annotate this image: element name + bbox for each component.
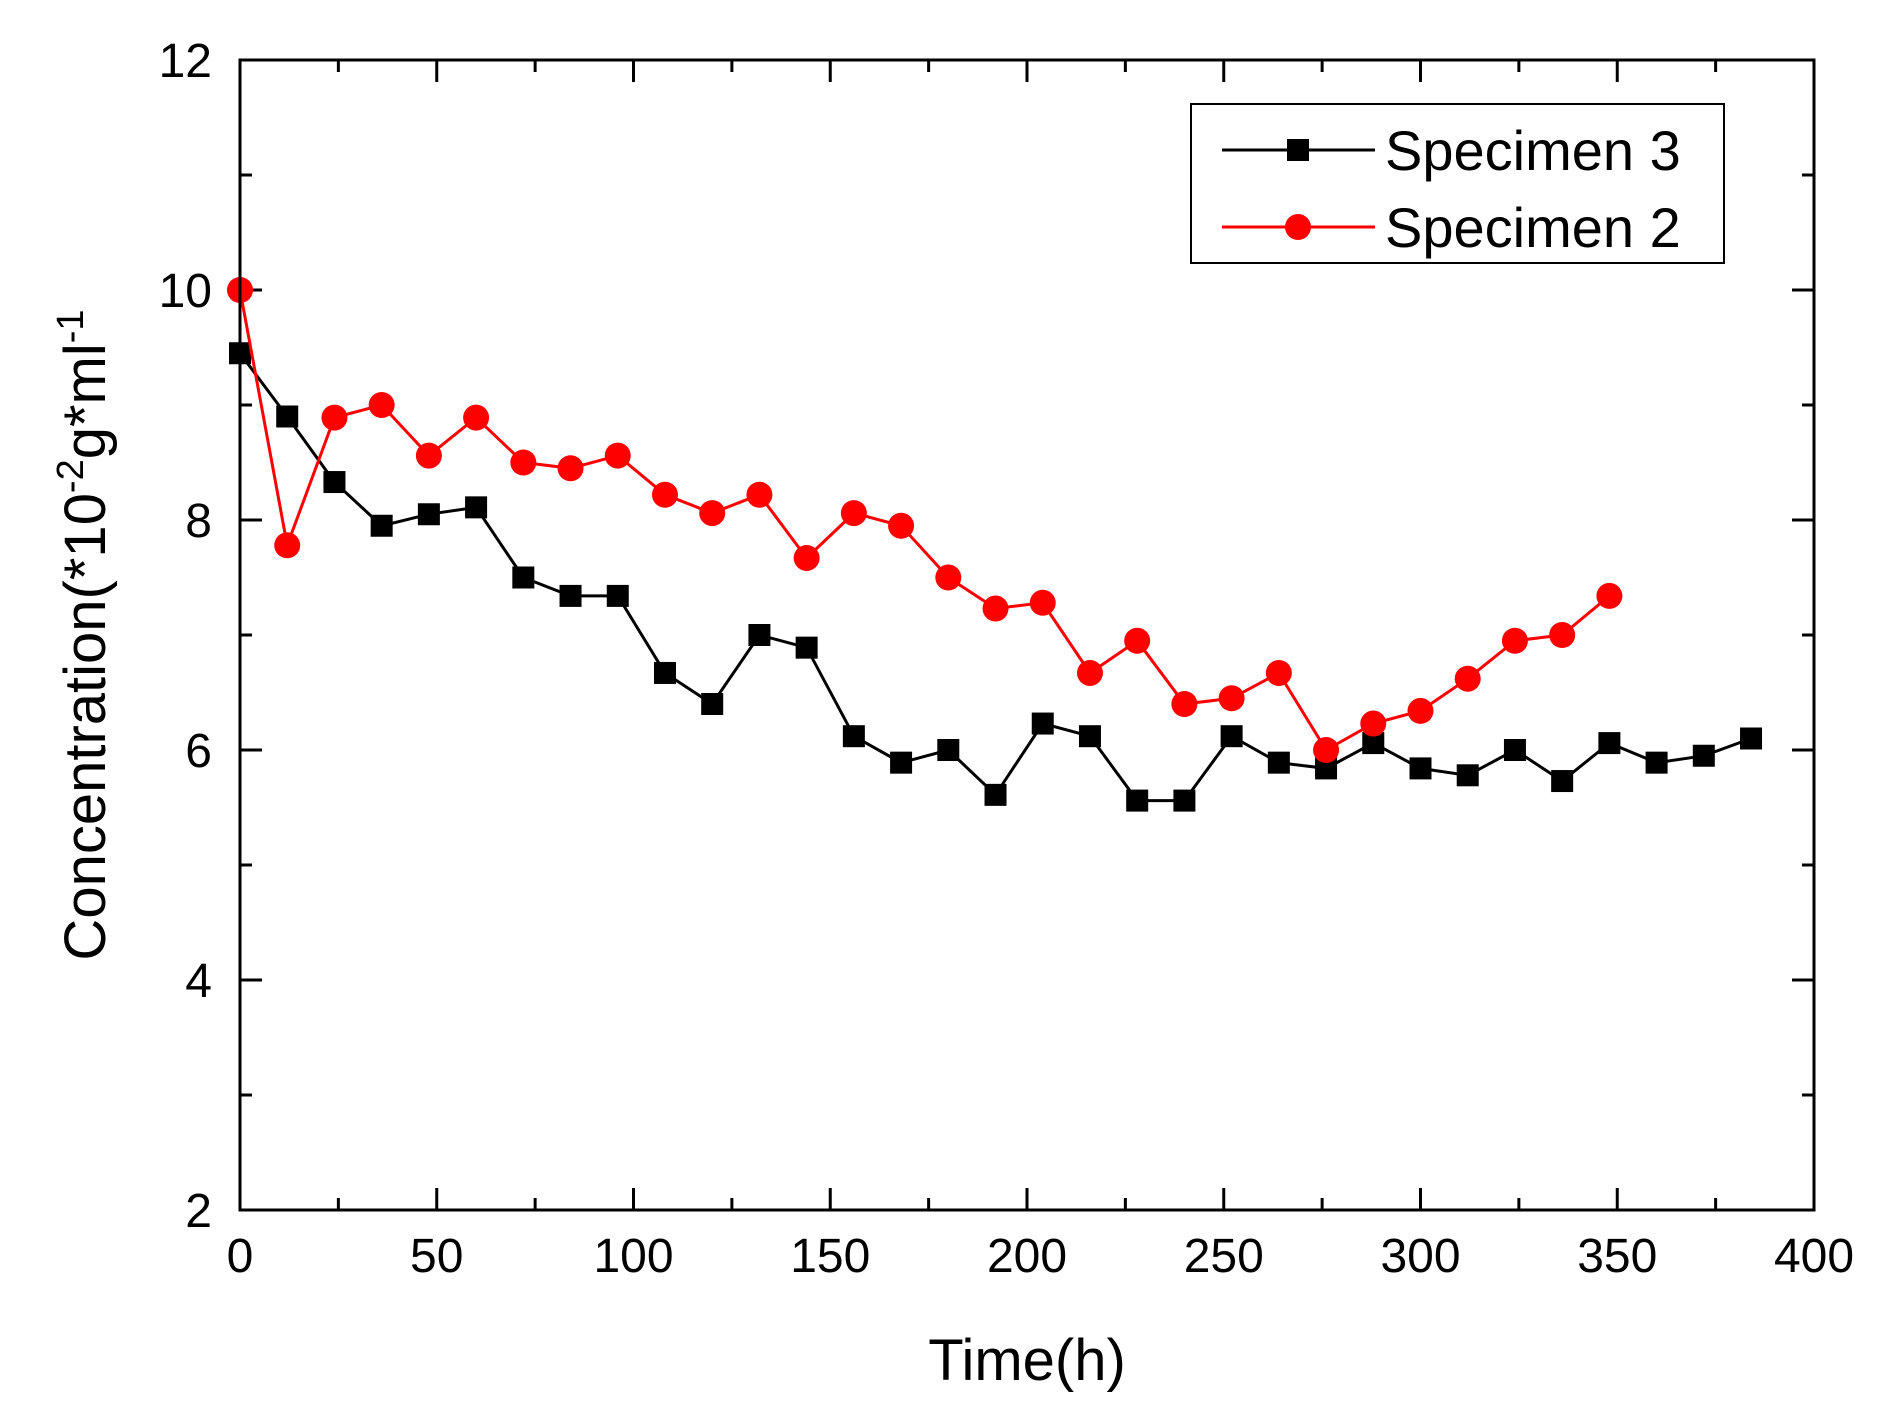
- data-point-specimen-2: [1029, 589, 1056, 616]
- data-point-specimen-3: [1078, 725, 1101, 748]
- data-point-specimen-3: [890, 751, 913, 774]
- data-point-specimen-3: [1740, 727, 1763, 750]
- data-point-specimen-3: [1126, 789, 1149, 812]
- data-point-specimen-3: [1456, 764, 1479, 787]
- y-axis-title-prefix: Concentration(*10: [53, 493, 118, 961]
- data-point-specimen-3: [559, 584, 582, 607]
- data-point-specimen-2: [557, 455, 584, 482]
- data-point-specimen-2: [840, 500, 867, 527]
- y-tick-label: 4: [185, 955, 212, 1008]
- y-tick-label: 8: [185, 495, 212, 548]
- data-point-specimen-2: [699, 500, 726, 527]
- data-point-specimen-3: [1315, 757, 1338, 780]
- data-point-specimen-3: [1267, 751, 1290, 774]
- y-tick-label: 12: [159, 35, 212, 88]
- data-point-specimen-3: [1503, 739, 1526, 761]
- data-point-specimen-3: [1220, 725, 1243, 748]
- data-point-specimen-2: [1501, 627, 1528, 654]
- axis-ticks: [238, 58, 1816, 1212]
- tick-labels: 0 50 100 150 200 250 300 350 400 2 4 6 8 10 12: [159, 35, 1854, 1283]
- x-tick-label: 0: [227, 1230, 254, 1283]
- series-line-specimen-2: [238, 289, 1611, 753]
- data-point-specimen-3: [1409, 757, 1432, 780]
- data-point-specimen-3: [795, 636, 818, 659]
- data-point-specimen-3: [748, 624, 771, 646]
- x-tick-label: 200: [987, 1230, 1067, 1283]
- data-point-specimen-3: [984, 783, 1007, 806]
- legend-label-specimen-2: Specimen 2: [1385, 196, 1681, 259]
- data-point-specimen-3: [465, 496, 488, 519]
- y-axis-title: Concentration(*10-2g*ml-1: [50, 309, 118, 960]
- data-point-specimen-3: [937, 739, 960, 761]
- data-point-specimen-3: [276, 405, 299, 428]
- data-point-specimen-2: [1596, 582, 1623, 609]
- data-point-specimen-3: [701, 693, 724, 715]
- data-point-specimen-2: [888, 512, 915, 539]
- data-point-specimen-2: [1313, 737, 1340, 763]
- y-axis-title-exp1: -2: [50, 459, 92, 493]
- y-tick-label: 10: [159, 265, 212, 318]
- x-tick-label: 300: [1380, 1230, 1460, 1283]
- legend: Specimen 3 Specimen 2: [1190, 103, 1725, 264]
- x-tick-label: 350: [1577, 1230, 1657, 1283]
- x-axis-title: Time(h): [928, 1328, 1126, 1393]
- data-point-specimen-2: [1265, 659, 1292, 686]
- data-point-specimen-3: [1362, 732, 1385, 755]
- data-point-specimen-3: [417, 503, 440, 526]
- y-axis-title-exp2: -1: [50, 309, 92, 343]
- data-point-specimen-2: [604, 442, 631, 469]
- data-point-specimen-2: [982, 595, 1009, 622]
- data-point-specimen-2: [463, 404, 490, 431]
- plot-frame: [238, 58, 1816, 1212]
- data-point-specimen-3: [1692, 744, 1715, 767]
- y-axis-title-mid: g*ml: [53, 343, 118, 459]
- data-point-specimen-2: [1360, 710, 1387, 737]
- data-point-specimen-2: [1218, 685, 1245, 712]
- x-tick-label: 100: [593, 1230, 673, 1283]
- series-layer: [227, 277, 1763, 812]
- data-point-specimen-3: [370, 514, 393, 537]
- data-point-specimen-2: [415, 442, 442, 469]
- data-point-specimen-2: [368, 392, 395, 418]
- data-point-specimen-2: [1549, 622, 1576, 648]
- x-tick-label: 400: [1774, 1230, 1854, 1283]
- y-tick-label: 2: [185, 1185, 212, 1238]
- data-point-specimen-2: [321, 404, 348, 431]
- data-point-specimen-2: [274, 532, 301, 559]
- data-point-specimen-2: [935, 564, 962, 591]
- data-point-specimen-3: [653, 661, 676, 684]
- data-point-specimen-3: [1645, 751, 1668, 774]
- data-point-specimen-3: [606, 584, 629, 607]
- y-tick-label: 6: [185, 725, 212, 778]
- data-point-specimen-3: [842, 725, 865, 748]
- x-tick-label: 50: [410, 1230, 463, 1283]
- data-point-specimen-2: [510, 449, 537, 476]
- data-point-specimen-3: [1173, 789, 1196, 812]
- data-point-specimen-2: [793, 544, 820, 571]
- data-point-specimen-2: [1171, 691, 1198, 717]
- data-point-specimen-3: [512, 566, 535, 589]
- legend-label-specimen-3: Specimen 3: [1385, 119, 1681, 182]
- data-point-specimen-2: [746, 481, 773, 508]
- data-point-specimen-3: [1551, 770, 1574, 793]
- x-tick-label: 150: [790, 1230, 870, 1283]
- x-tick-label: 250: [1184, 1230, 1264, 1283]
- data-point-specimen-3: [323, 471, 346, 494]
- data-point-specimen-3: [1031, 712, 1054, 735]
- data-point-specimen-2: [1407, 697, 1434, 724]
- data-point-specimen-3: [1598, 732, 1621, 755]
- legend-box: [1190, 103, 1725, 264]
- data-point-specimen-2: [651, 481, 678, 508]
- data-point-specimen-2: [1124, 627, 1151, 654]
- data-point-specimen-2: [1454, 665, 1481, 692]
- legend-marker-specimen-3: [1287, 139, 1309, 161]
- data-point-specimen-2: [1076, 659, 1103, 686]
- legend-marker-specimen-2: [1285, 214, 1311, 240]
